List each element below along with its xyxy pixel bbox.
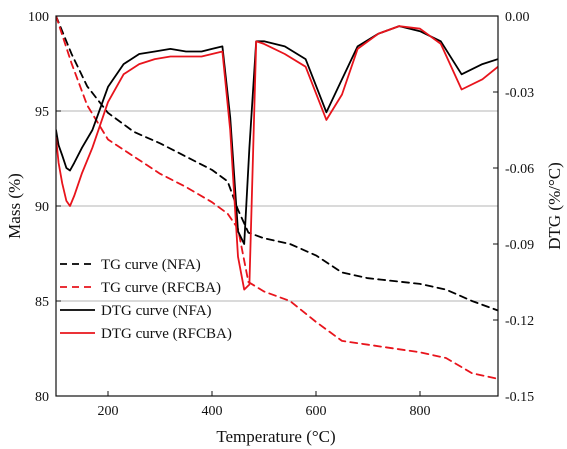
legend: TG curve (NFA) TG curve (RFCBA) DTG curve …: [60, 257, 232, 342]
x-tick-label-600: 600: [306, 404, 327, 419]
y-right-tick-label-0: -0.15: [505, 390, 534, 405]
x-tick-label-800: 800: [410, 404, 431, 419]
gridlines: [56, 110, 498, 302]
series-layer: [56, 16, 498, 380]
x-tick-label-400: 400: [202, 404, 223, 419]
y-left-tick-label-90: 90: [35, 200, 49, 215]
series-line-3: [56, 25, 498, 291]
y-right-tick-label-2: -0.09: [505, 238, 534, 253]
y-right-tick-label-1: -0.12: [505, 314, 534, 329]
y-right-axis-title: DTG (%/°C): [545, 162, 564, 250]
legend-label-1: TG curve (RFCBA): [101, 280, 221, 296]
legend-label-2: DTG curve (NFA): [101, 303, 212, 319]
axis-ticks: 200 400 600 800 80 85 90 95 100 -0.15 -0.12 -0.09 -0…: [28, 10, 534, 419]
y-right-tick-label-3: -0.06: [505, 162, 534, 177]
y-right-tick-label-4: -0.03: [505, 86, 534, 101]
x-tick-label-200: 200: [98, 404, 119, 419]
y-left-axis-title: Mass (%): [5, 173, 24, 239]
legend-label-0: TG curve (NFA): [101, 257, 201, 273]
series-line-0: [56, 16, 498, 312]
y-left-tick-label-100: 100: [28, 10, 49, 25]
series-line-1: [56, 16, 498, 380]
y-left-tick-label-95: 95: [35, 105, 49, 120]
legend-label-3: DTG curve (RFCBA): [101, 326, 232, 342]
y-left-tick-label-85: 85: [35, 295, 49, 310]
y-left-tick-label-80: 80: [35, 390, 49, 405]
y-right-tick-label-5: 0.00: [505, 10, 530, 25]
x-axis-title: Temperature (°C): [216, 427, 335, 446]
